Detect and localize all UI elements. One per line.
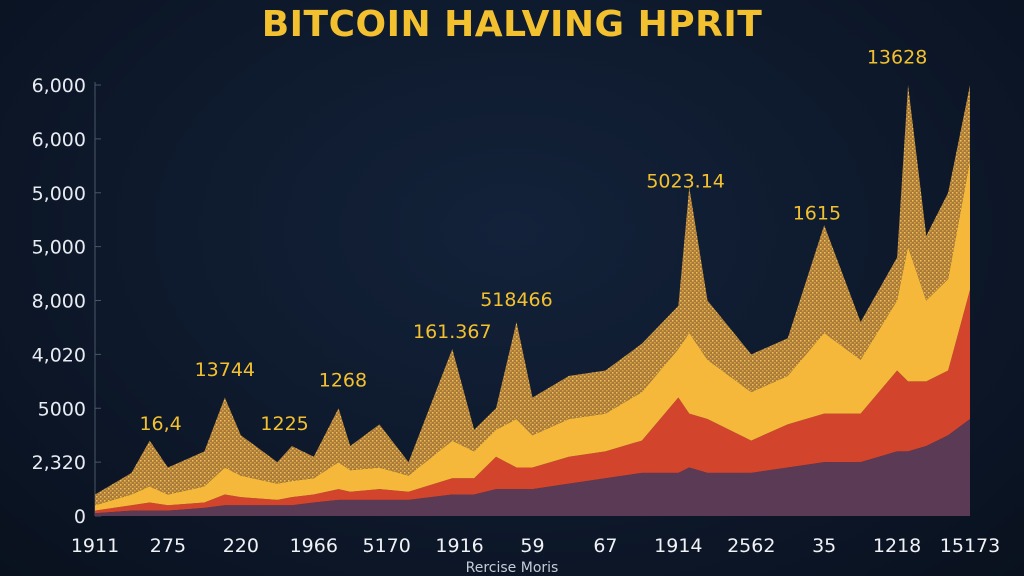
data-label: 5023.14 xyxy=(646,170,725,192)
x-tick-label: 220 xyxy=(223,535,259,557)
data-label: 1615 xyxy=(793,203,841,225)
x-tick-label: 59 xyxy=(520,535,544,557)
data-label: 1225 xyxy=(260,413,308,435)
y-tick-label: 5000 xyxy=(38,398,86,420)
data-label: 518466 xyxy=(480,289,553,311)
data-label: 13744 xyxy=(195,359,255,381)
x-tick-label: 35 xyxy=(812,535,836,557)
x-tick-label: 2562 xyxy=(727,535,775,557)
y-tick-label: 0 xyxy=(74,506,86,528)
x-tick-label: 1911 xyxy=(71,535,119,557)
y-tick-label: 5,000 xyxy=(32,183,86,205)
chart-title: BITCOIN HALVING HPRIT xyxy=(261,4,763,45)
data-label: 1268 xyxy=(319,370,367,392)
x-axis-label: Rercise Moris xyxy=(466,560,559,576)
data-label: 13628 xyxy=(867,46,927,68)
x-tick-label: 1966 xyxy=(290,535,338,557)
y-tick-label: 6,000 xyxy=(32,129,86,151)
x-tick-label: 15173 xyxy=(940,535,1000,557)
y-tick-label: 4,020 xyxy=(32,344,86,366)
x-tick-label: 67 xyxy=(593,535,617,557)
y-tick-label: 6,000 xyxy=(32,75,86,97)
y-tick-label: 2,320 xyxy=(32,452,86,474)
x-tick-label: 1916 xyxy=(435,535,483,557)
x-tick-label: 275 xyxy=(150,535,186,557)
area-layer-0 xyxy=(95,419,970,516)
area-layer-1 xyxy=(95,289,970,514)
x-tick-label: 1218 xyxy=(873,535,921,557)
x-tick-label: 1914 xyxy=(654,535,702,557)
data-label: 16,4 xyxy=(139,413,181,435)
x-tick-label: 5170 xyxy=(362,535,410,557)
data-label: 161.367 xyxy=(413,321,492,343)
y-tick-label: 8,000 xyxy=(32,291,86,313)
area-layer-3 xyxy=(95,85,970,506)
area-layer-2 xyxy=(95,160,970,511)
y-tick-label: 5,000 xyxy=(32,237,86,259)
